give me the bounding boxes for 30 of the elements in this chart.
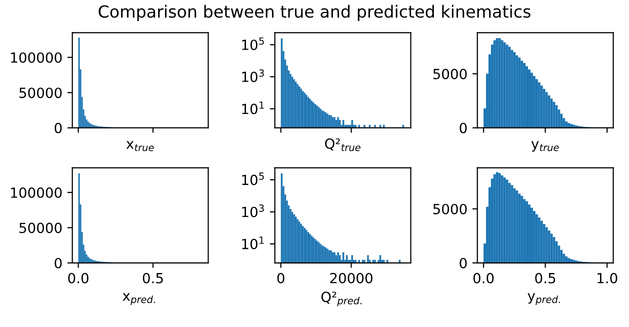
- x-tick-label: 0.5: [535, 272, 556, 284]
- x-tick-label: 0.5: [142, 272, 163, 284]
- x-axis-title: x$_{true}$: [126, 141, 154, 152]
- x-tick-label: 20000: [330, 272, 372, 284]
- y-tick-label: 5000: [433, 68, 467, 80]
- y-tick-label: 10$^{5}$: [242, 37, 264, 50]
- x-axis-title: Q²$_{true}$: [325, 138, 360, 152]
- y-tick-label: 50000: [20, 88, 62, 98]
- y-tick-label: 10$^{1}$: [242, 236, 264, 250]
- y-tick-label: 10$^{3}$: [242, 69, 264, 82]
- x-tick-label: 0.0: [473, 272, 494, 284]
- text: Comparison between true and predicted kinematics: [98, 4, 530, 22]
- y-tick-label: 100000: [11, 52, 62, 63]
- y-tick-label: 0: [460, 258, 467, 268]
- x-tick-label: 0: [277, 272, 284, 284]
- x-tick-label: 0.0: [68, 272, 88, 284]
- x-axis-title: Q²$_{pred.}$: [321, 292, 362, 306]
- y-tick-label: 10$^{3}$: [242, 204, 264, 218]
- y-tick-label: 50000: [20, 222, 62, 234]
- y-tick-label: 0: [460, 122, 467, 134]
- y-tick-label: 100000: [11, 187, 62, 198]
- x-axis-title: y$_{true}$: [531, 141, 559, 152]
- x-axis-title: x$_{pred.}$: [122, 293, 155, 306]
- y-tick-label: 5000: [433, 204, 467, 214]
- x-tick-label: 1.0: [598, 272, 618, 284]
- x-axis-title: y$_{pred.}$: [528, 293, 560, 306]
- y-tick-label: 10$^{1}$: [242, 102, 264, 114]
- y-tick-label: 0: [54, 258, 62, 268]
- y-tick-label: 0: [54, 122, 62, 134]
- y-tick-label: 10$^{5}$: [242, 172, 264, 186]
